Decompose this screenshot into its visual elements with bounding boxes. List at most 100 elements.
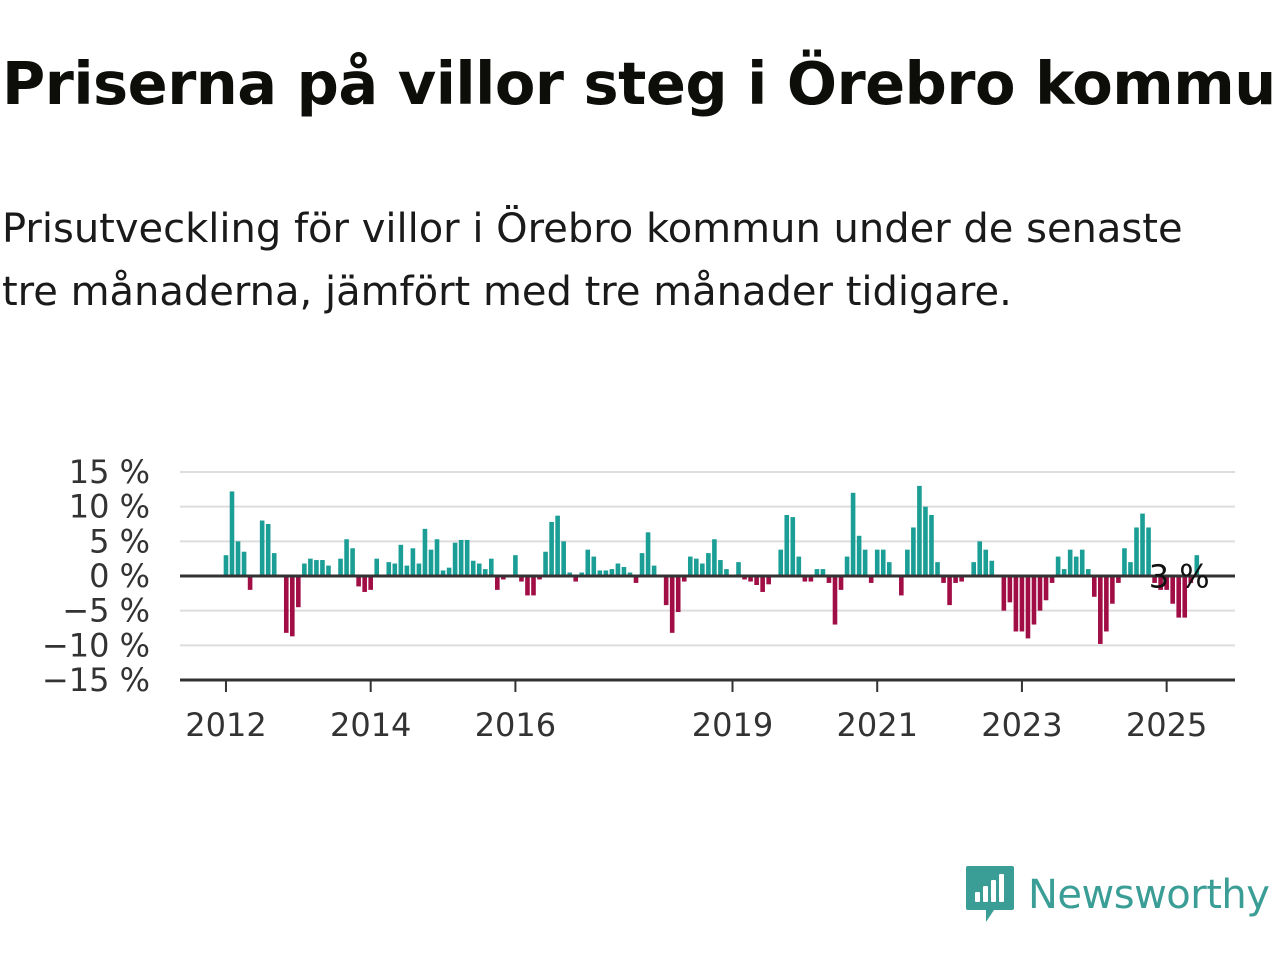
bar — [718, 560, 723, 576]
newsworthy-logo: Newsworthy — [964, 864, 1270, 926]
bar — [1043, 576, 1049, 601]
bar — [410, 548, 416, 576]
bar — [537, 576, 542, 580]
bar — [567, 572, 572, 576]
bar — [796, 556, 802, 576]
x-tick-label: 2021 — [836, 706, 917, 744]
x-tick-label: 2016 — [475, 706, 556, 744]
bar — [470, 560, 476, 576]
bar — [633, 576, 639, 583]
bar — [513, 555, 518, 576]
bar — [1025, 576, 1031, 639]
bar — [826, 576, 832, 583]
bar — [917, 485, 922, 576]
chart-title: Priserna på villor steg i Örebro kommun — [2, 49, 1280, 118]
bar — [591, 556, 597, 576]
bar — [308, 558, 313, 576]
bar — [1170, 576, 1175, 604]
bar — [290, 576, 295, 637]
bar — [458, 539, 464, 576]
bar — [669, 576, 675, 633]
bar — [229, 491, 235, 576]
bar — [392, 563, 398, 576]
bar — [681, 576, 687, 582]
bar — [338, 558, 343, 576]
bar — [501, 576, 506, 580]
y-tick-label: −15 % — [42, 661, 150, 699]
bar — [482, 569, 488, 576]
bar — [1104, 576, 1109, 632]
bar — [850, 492, 856, 576]
bar — [446, 567, 452, 576]
bar — [1031, 576, 1037, 625]
x-tick-label: 2023 — [981, 706, 1062, 744]
bar — [724, 569, 729, 576]
bar — [1128, 562, 1133, 576]
bar — [573, 576, 579, 582]
bar — [1049, 576, 1055, 583]
bar — [1134, 527, 1139, 576]
bar — [495, 576, 500, 590]
bar — [1007, 576, 1013, 603]
x-axis-labels: 2012 2014 2016 2019 2021 2023 2025 — [185, 706, 1207, 744]
bar — [531, 576, 536, 596]
bar — [1055, 556, 1061, 576]
bar — [362, 576, 367, 592]
y-tick-label: 15 % — [69, 453, 150, 491]
bar — [929, 514, 934, 576]
bar — [555, 515, 560, 576]
bar — [271, 553, 277, 576]
bar — [874, 549, 880, 576]
bar — [790, 517, 796, 576]
bar — [694, 558, 699, 576]
bar — [766, 576, 771, 585]
bar — [1176, 576, 1182, 618]
y-tick-label: −5 % — [62, 592, 150, 630]
bar — [627, 572, 633, 576]
y-tick-label: −10 % — [42, 626, 150, 664]
bar — [1182, 576, 1188, 618]
bar — [1037, 576, 1043, 611]
x-tick-label: 2019 — [692, 706, 773, 744]
bar — [1079, 549, 1085, 576]
bar — [706, 553, 711, 576]
bar — [687, 556, 693, 576]
bar — [760, 576, 765, 592]
bar — [977, 541, 983, 576]
bar — [808, 576, 814, 582]
bar — [1013, 576, 1019, 632]
bar — [247, 576, 253, 590]
bar — [675, 576, 681, 613]
y-tick-label: 0 % — [89, 557, 150, 595]
bar — [778, 549, 784, 576]
x-tick-label: 2012 — [185, 706, 266, 744]
x-tick-label: 2025 — [1126, 706, 1207, 744]
bar — [844, 556, 850, 576]
bar — [1122, 548, 1127, 576]
bar — [561, 541, 566, 576]
bar — [1152, 576, 1157, 583]
bar — [356, 576, 361, 587]
bar — [404, 565, 410, 576]
x-tick-label: 2014 — [330, 706, 411, 744]
bar — [1061, 569, 1067, 576]
bar — [434, 539, 440, 576]
bar — [259, 520, 265, 576]
last-value-label: 3 % — [1149, 558, 1210, 596]
bar — [959, 576, 964, 582]
bar — [488, 558, 494, 576]
bar — [302, 563, 307, 576]
bar — [1001, 576, 1007, 611]
bar — [868, 576, 874, 583]
bar — [989, 560, 995, 576]
bar — [1164, 576, 1169, 590]
bar — [1110, 576, 1115, 604]
bar — [856, 535, 862, 576]
bar — [386, 562, 392, 576]
bar — [314, 560, 319, 576]
y-tick-label: 5 % — [89, 522, 150, 560]
bar — [651, 565, 657, 576]
bar-chart: 15 %10 %5 %0 %−5 %−10 %−15 % 2012 2014 201… — [42, 453, 1235, 744]
bar — [326, 565, 331, 576]
bar — [283, 576, 289, 633]
